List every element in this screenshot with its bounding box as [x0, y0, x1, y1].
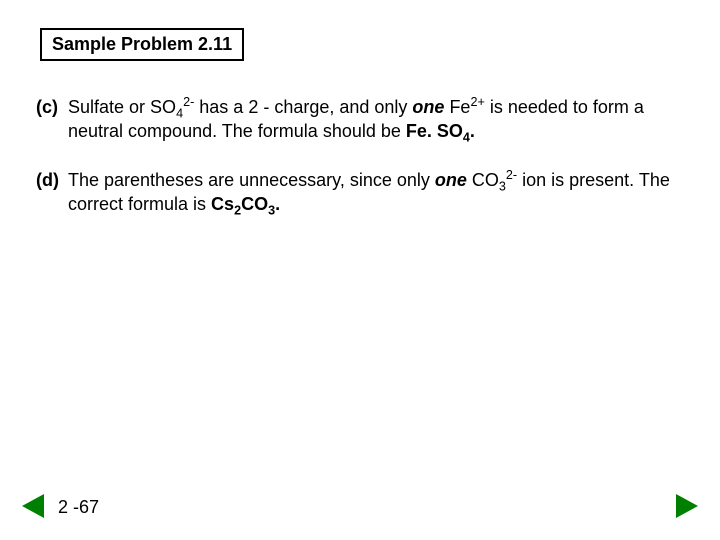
item-d-text: The parentheses are unnecessary, since o…: [68, 168, 684, 217]
item-c-label: (c): [36, 95, 68, 144]
problem-title: Sample Problem 2.11: [52, 34, 232, 54]
item-d: (d) The parentheses are unnecessary, sin…: [36, 168, 684, 217]
item-c-text: Sulfate or SO42- has a 2 - charge, and o…: [68, 95, 684, 144]
problem-title-box: Sample Problem 2.11: [40, 28, 244, 61]
nav-forward-icon[interactable]: [676, 494, 698, 518]
page-number: 2 -67: [58, 497, 99, 518]
item-c: (c) Sulfate or SO42- has a 2 - charge, a…: [36, 95, 684, 144]
nav-back-icon[interactable]: [22, 494, 44, 518]
content-area: (c) Sulfate or SO42- has a 2 - charge, a…: [36, 95, 684, 240]
item-d-label: (d): [36, 168, 68, 217]
